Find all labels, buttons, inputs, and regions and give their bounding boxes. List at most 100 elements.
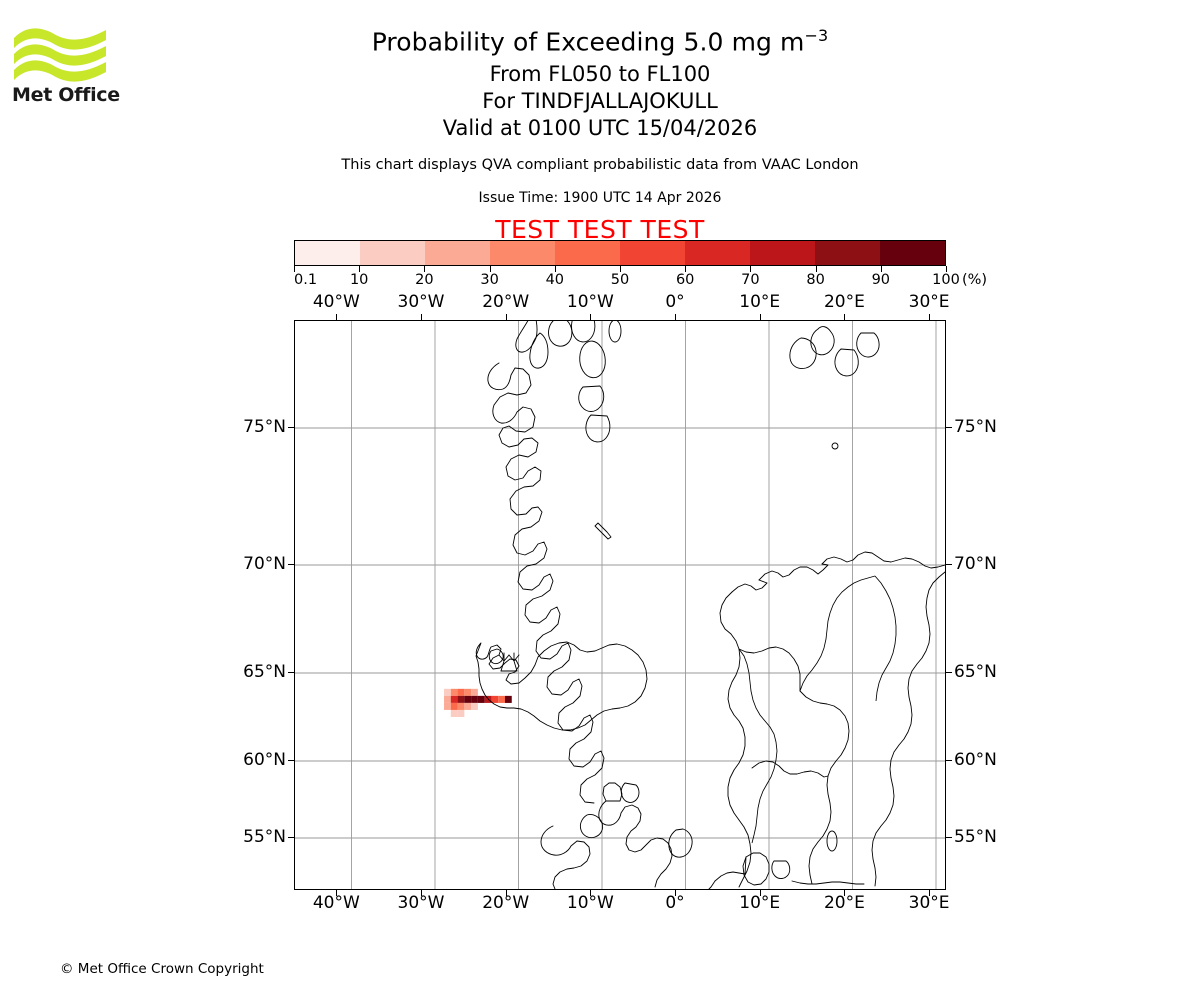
colorbar-tick-0 [294,266,295,272]
british-isles-coastline [540,782,693,889]
colorbar-tick-label-4: 40 [545,272,565,288]
colorbar-tick-label-0: 0.1 [294,272,318,288]
axis-tick [759,314,761,320]
colorbar-tick-label-5: 50 [610,272,630,288]
lon-label-bottom-7: 30°E [908,893,950,913]
plume-cell-10 [477,695,485,703]
colorbar-tick-label-1: 10 [349,272,369,288]
lon-label-top-5: 10°E [739,292,781,312]
lat-label-left-3: 60°N [243,750,286,770]
lon-label-top-3: 10°W [566,292,614,312]
plume-cell-5 [444,695,451,703]
lon-label-top-0: 40°W [312,292,360,312]
colorbar-tick-label-8: 80 [806,272,825,288]
chart-title-text: Probability of Exceeding 5.0 mg m [371,27,805,57]
issue-time: Issue Time: 1900 UTC 14 Apr 2026 [478,190,722,206]
colorbar-tick-7 [750,266,752,272]
northwest-europe-coastline [708,856,747,889]
axis-tick [590,314,592,320]
plume-cell-19 [471,702,478,710]
plume-cell-7 [457,695,465,703]
colorbar-unit-label: (%) [962,272,988,288]
plume-cell-4 [471,688,478,696]
bear-island [831,442,839,450]
valid-time-line: Valid at 0100 UTC 15/04/2026 [442,116,758,140]
chart-title-exponent: −3 [804,26,829,45]
plume-cell-9 [471,695,478,703]
lon-label-top-7: 30°E [908,292,950,312]
colorbar-gradient [294,240,946,266]
plume-cell-0 [444,688,451,696]
axis-tick [288,837,294,838]
axis-tick [288,564,294,565]
lat-label-right-0: 75°N [954,417,997,437]
axis-tick [946,427,952,428]
lat-label-right-4: 55°N [954,827,997,847]
colorbar-tick-6 [685,266,687,272]
lon-label-bottom-1: 30°W [397,893,445,913]
lon-label-bottom-5: 10°E [739,893,781,913]
iceland-coastline [475,641,648,731]
met-office-logo: Met Office [12,24,122,114]
test-banner: TEST TEST TEST [495,215,705,244]
plume-cell-18 [464,702,472,710]
axis-tick [336,890,338,896]
axis-tick [929,890,931,896]
colorbar-tick-1 [359,266,361,272]
colorbar-tick-label-7: 70 [741,272,760,288]
plume-cell-15 [444,702,451,710]
lon-label-top-2: 20°W [482,292,530,312]
colorbar-tick-10 [946,266,947,272]
axis-tick [946,760,952,761]
colorbar-tick-4 [554,266,556,272]
plume-cell-17 [457,702,465,710]
axis-tick [946,672,952,673]
lat-label-right-3: 60°N [954,750,997,770]
colorbar-segment-7 [750,241,815,265]
colorbar-tick-label-3: 30 [480,272,499,288]
colorbar-tick-8 [815,266,817,272]
country-borders [738,575,897,844]
colorbar-tick-3 [489,266,491,272]
axis-tick [505,890,507,896]
colorbar-tick-label-10: 100 [932,272,960,288]
met-office-logo-text: Met Office [12,84,120,106]
colorbar-segment-6 [685,241,750,265]
axis-tick [844,314,846,320]
plume-cell-12 [491,695,499,703]
axis-tick [675,890,677,896]
colorbar-tick-labels: 0.1 10 20 30 40 50 60 70 80 90 100 [294,272,960,292]
axis-tick [844,890,846,896]
plume-cell-21 [457,709,465,717]
colorbar-tick-label-2: 20 [415,272,434,288]
map-plot-area [294,320,946,890]
lon-label-bottom-3: 10°W [566,893,614,913]
axis-tick [759,890,761,896]
lon-label-bottom-6: 20°E [823,893,865,913]
colorbar-segment-9 [880,241,945,265]
plume-cell-3 [464,688,472,696]
colorbar-segment-2 [425,241,490,265]
plume-cell-13 [498,695,505,703]
lon-label-top-1: 30°W [397,292,445,312]
greenland-coastline [487,321,622,804]
axis-tick [946,837,952,838]
map-gridlines [295,321,945,889]
colorbar-ticks [294,266,947,273]
lat-label-left-0: 75°N [243,417,286,437]
axis-tick [288,672,294,673]
axis-tick [288,760,294,761]
colorbar-segment-8 [815,241,880,265]
axis-tick [505,314,507,320]
flight-level-range: From FL050 to FL100 [489,62,711,86]
lon-label-bottom-0: 40°W [312,893,360,913]
lat-label-right-1: 70°N [954,554,997,574]
plume-cell-1 [450,688,458,696]
scandinavia-coastline [719,551,945,888]
plume-cell-6 [450,695,458,703]
lat-label-left-1: 70°N [243,554,286,574]
axis-tick [929,314,931,320]
plume-cell-2 [457,688,465,696]
plume-cell-20 [450,709,458,717]
